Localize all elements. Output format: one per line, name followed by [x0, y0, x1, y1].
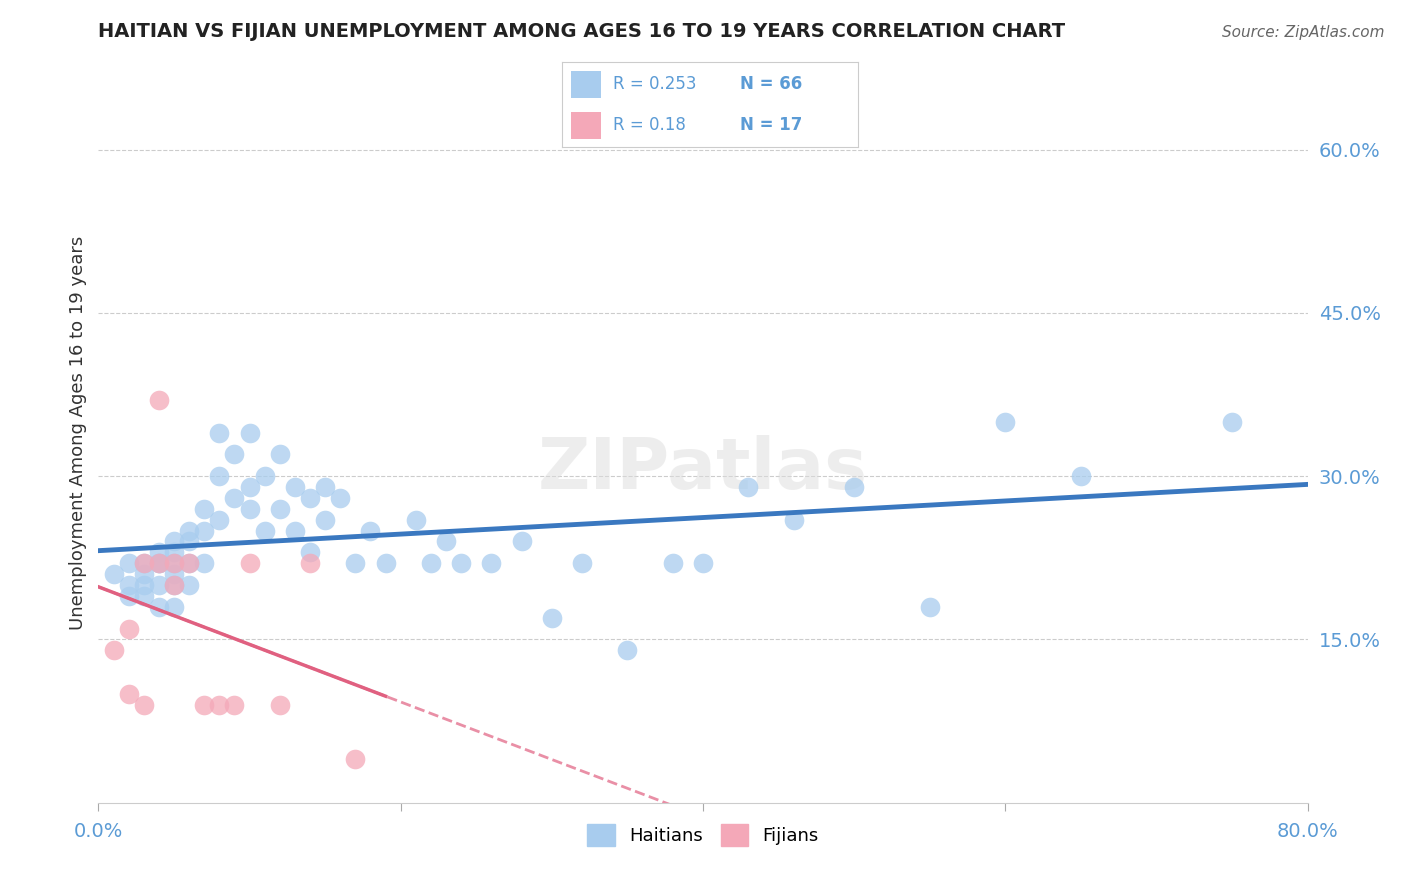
Point — [269, 501, 291, 516]
Point — [163, 556, 186, 570]
Point — [118, 589, 141, 603]
Point — [374, 556, 396, 570]
Point — [420, 556, 443, 570]
Point — [208, 698, 231, 712]
Point — [783, 513, 806, 527]
Point — [132, 556, 155, 570]
Point — [224, 698, 246, 712]
Point — [132, 589, 155, 603]
Point — [132, 556, 155, 570]
Point — [148, 556, 170, 570]
Point — [450, 556, 472, 570]
Text: N = 17: N = 17 — [740, 116, 801, 134]
Point — [179, 578, 201, 592]
Point — [299, 491, 322, 505]
Point — [253, 469, 276, 483]
Point — [118, 556, 141, 570]
Point — [434, 534, 457, 549]
Point — [179, 534, 201, 549]
Point — [269, 698, 291, 712]
Point — [208, 469, 231, 483]
Point — [1220, 415, 1243, 429]
Point — [118, 687, 141, 701]
Point — [737, 480, 759, 494]
Point — [163, 567, 186, 582]
Point — [481, 556, 503, 570]
Point — [224, 447, 246, 461]
Point — [224, 491, 246, 505]
Point — [208, 513, 231, 527]
Point — [132, 578, 155, 592]
Point — [148, 392, 170, 407]
Point — [103, 643, 125, 657]
Point — [239, 556, 262, 570]
Point — [163, 599, 186, 614]
Point — [284, 524, 307, 538]
Point — [163, 545, 186, 559]
Point — [148, 556, 170, 570]
Point — [510, 534, 533, 549]
Point — [239, 480, 262, 494]
Point — [163, 578, 186, 592]
Point — [193, 698, 215, 712]
Point — [540, 611, 562, 625]
Point — [132, 567, 155, 582]
Text: ZIPatlas: ZIPatlas — [538, 435, 868, 504]
Point — [179, 556, 201, 570]
Point — [132, 698, 155, 712]
Point — [844, 480, 866, 494]
Point — [253, 524, 276, 538]
Point — [163, 534, 186, 549]
Point — [314, 513, 336, 527]
Point — [148, 578, 170, 592]
Point — [692, 556, 714, 570]
Point — [193, 501, 215, 516]
Point — [571, 556, 593, 570]
Point — [103, 567, 125, 582]
Point — [193, 524, 215, 538]
Point — [344, 752, 367, 766]
Point — [148, 545, 170, 559]
Point — [360, 524, 382, 538]
Text: HAITIAN VS FIJIAN UNEMPLOYMENT AMONG AGES 16 TO 19 YEARS CORRELATION CHART: HAITIAN VS FIJIAN UNEMPLOYMENT AMONG AGE… — [98, 22, 1066, 41]
Point — [239, 501, 262, 516]
Point — [918, 599, 941, 614]
Text: Source: ZipAtlas.com: Source: ZipAtlas.com — [1222, 25, 1385, 40]
Point — [344, 556, 367, 570]
Point — [1070, 469, 1092, 483]
Point — [405, 513, 427, 527]
Point — [118, 578, 141, 592]
Text: N = 66: N = 66 — [740, 76, 801, 94]
Point — [616, 643, 638, 657]
Text: R = 0.253: R = 0.253 — [613, 76, 696, 94]
Text: R = 0.18: R = 0.18 — [613, 116, 686, 134]
FancyBboxPatch shape — [571, 112, 600, 139]
Point — [299, 545, 322, 559]
Point — [163, 578, 186, 592]
FancyBboxPatch shape — [571, 71, 600, 98]
Point — [163, 556, 186, 570]
Point — [208, 425, 231, 440]
Point — [148, 556, 170, 570]
Point — [118, 622, 141, 636]
Point — [179, 556, 201, 570]
Point — [299, 556, 322, 570]
Point — [239, 425, 262, 440]
Point — [284, 480, 307, 494]
Point — [661, 556, 683, 570]
Point — [179, 524, 201, 538]
Point — [193, 556, 215, 570]
Legend: Haitians, Fijians: Haitians, Fijians — [581, 816, 825, 853]
Point — [269, 447, 291, 461]
Point — [148, 599, 170, 614]
Y-axis label: Unemployment Among Ages 16 to 19 years: Unemployment Among Ages 16 to 19 years — [69, 235, 87, 630]
Point — [994, 415, 1017, 429]
Point — [314, 480, 336, 494]
Point — [329, 491, 352, 505]
